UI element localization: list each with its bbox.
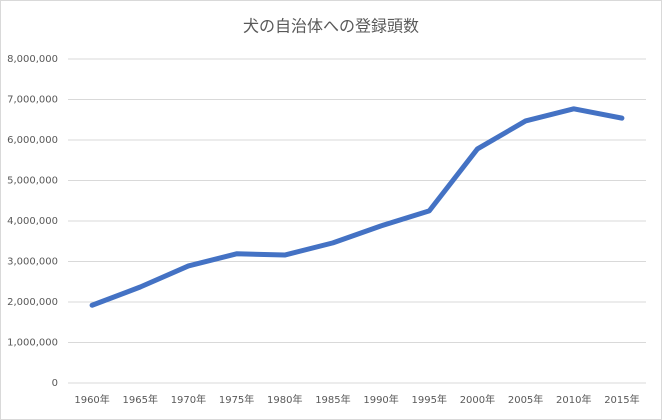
x-tick-label: 1960年 [74, 393, 109, 406]
x-tick-label: 2000年 [460, 393, 495, 406]
y-tick-label: 8,000,000 [7, 54, 58, 65]
x-tick-label: 2015年 [604, 393, 639, 406]
x-tick-label: 1980年 [267, 393, 302, 406]
x-tick-label: 1995年 [412, 393, 447, 406]
y-tick-label: 3,000,000 [7, 257, 58, 268]
y-tick-label: 5,000,000 [7, 176, 58, 187]
y-tick-label: 1,000,000 [7, 338, 58, 349]
x-tick-label: 1965年 [123, 393, 158, 406]
x-tick-label: 1990年 [363, 393, 398, 406]
y-tick-label: 7,000,000 [7, 95, 58, 106]
chart-title: 犬の自治体への登録頭数 [243, 17, 419, 36]
data-line [89, 106, 625, 308]
y-tick-label: 6,000,000 [7, 135, 58, 146]
x-tick-label: 1970年 [171, 393, 206, 406]
y-tick-label: 0 [52, 378, 58, 389]
x-tick-label: 1975年 [219, 393, 254, 406]
y-tick-label: 2,000,000 [7, 297, 58, 308]
x-tick-label: 2005年 [508, 393, 543, 406]
x-tick-label: 1985年 [315, 393, 350, 406]
y-tick-label: 4,000,000 [7, 216, 58, 227]
x-tick-label: 2010年 [556, 393, 591, 406]
